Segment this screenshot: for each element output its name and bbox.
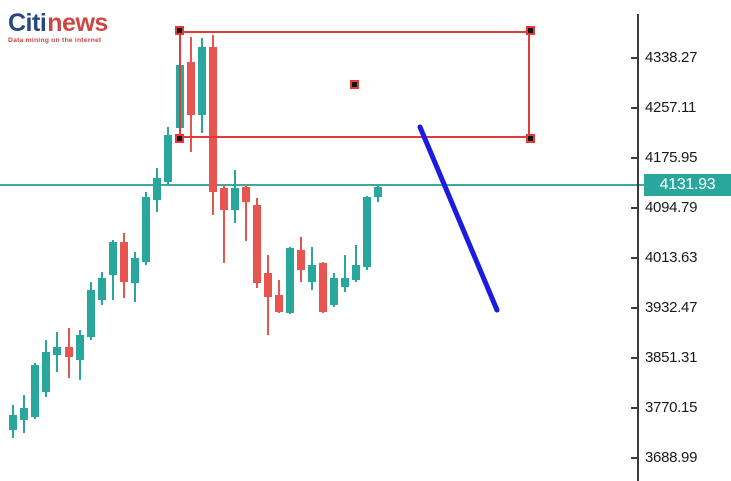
- price-tick-mark: [631, 257, 638, 259]
- candle-wick: [245, 185, 247, 241]
- candle-body: [341, 277, 349, 287]
- current-price-value: 4131.93: [659, 176, 716, 194]
- candle-body: [374, 186, 382, 198]
- candle-body: [352, 264, 360, 280]
- price-tick-mark: [631, 207, 638, 209]
- candle-body: [98, 277, 106, 300]
- candle-body: [20, 408, 28, 421]
- candle-body: [363, 197, 371, 267]
- price-tick-mark: [631, 457, 638, 459]
- candle-body: [120, 242, 128, 282]
- candle-body: [308, 264, 316, 282]
- candle-wick: [223, 185, 225, 263]
- current-price-badge: 4131.93: [644, 174, 731, 197]
- candle-body: [198, 47, 206, 115]
- price-tick-label: 4257.11: [645, 99, 697, 116]
- price-tick-label: 4175.95: [645, 149, 698, 166]
- price-tick-mark: [631, 107, 638, 109]
- price-tick-label: 4094.79: [645, 199, 698, 216]
- price-tick-label: 3851.31: [645, 349, 698, 366]
- price-tick-label: 3688.99: [645, 449, 698, 466]
- brand-name-citi: Citi: [8, 9, 47, 37]
- candle-body: [242, 186, 250, 203]
- price-tick-mark: [631, 407, 638, 409]
- candle-body: [209, 47, 217, 193]
- candle-body: [42, 352, 50, 392]
- drag-handle[interactable]: [350, 80, 359, 89]
- candle-body: [297, 250, 305, 270]
- candle-body: [231, 188, 239, 210]
- candle-body: [264, 272, 272, 297]
- current-price-line[interactable]: [0, 184, 644, 187]
- drag-handle[interactable]: [525, 133, 535, 143]
- candle-body: [109, 242, 117, 275]
- drag-handle[interactable]: [174, 26, 184, 36]
- price-tick-label: 3932.47: [645, 299, 698, 316]
- price-tick-label: 4338.27: [645, 49, 698, 66]
- candle-body: [164, 134, 172, 182]
- price-tick-mark: [631, 157, 638, 159]
- price-axis-line: [637, 14, 639, 481]
- trend-line[interactable]: [417, 124, 500, 313]
- candle-body: [253, 204, 261, 283]
- candle-body: [142, 197, 150, 262]
- price-tick-mark: [631, 307, 638, 309]
- candle-body: [87, 289, 95, 338]
- drag-handle[interactable]: [525, 26, 535, 36]
- candle-body: [319, 263, 327, 312]
- brand-logo: Citinews Data mining on the internet: [8, 11, 108, 45]
- price-tick-mark: [631, 357, 638, 359]
- candle-body: [187, 61, 195, 115]
- candle-body: [65, 347, 73, 357]
- rectangle-drawing[interactable]: [179, 30, 530, 138]
- drag-handle[interactable]: [174, 133, 184, 143]
- candle-body: [131, 258, 139, 283]
- price-tick-label: 3770.15: [645, 399, 698, 416]
- candle-wick: [344, 254, 346, 292]
- candle-body: [9, 415, 17, 431]
- candle-body: [31, 365, 39, 418]
- brand-tagline: Data mining on the internet: [8, 37, 102, 44]
- candle-body: [153, 177, 161, 200]
- candle-body: [330, 277, 338, 305]
- price-tick-mark: [631, 57, 638, 59]
- candle-body: [53, 347, 61, 356]
- candle-body: [286, 247, 294, 314]
- candle-body: [220, 188, 228, 210]
- candle-wick: [355, 245, 357, 282]
- brand-name-news: news: [47, 9, 108, 37]
- candle-body: [275, 294, 283, 312]
- price-tick-label: 4013.63: [645, 249, 698, 266]
- candle-body: [76, 335, 84, 361]
